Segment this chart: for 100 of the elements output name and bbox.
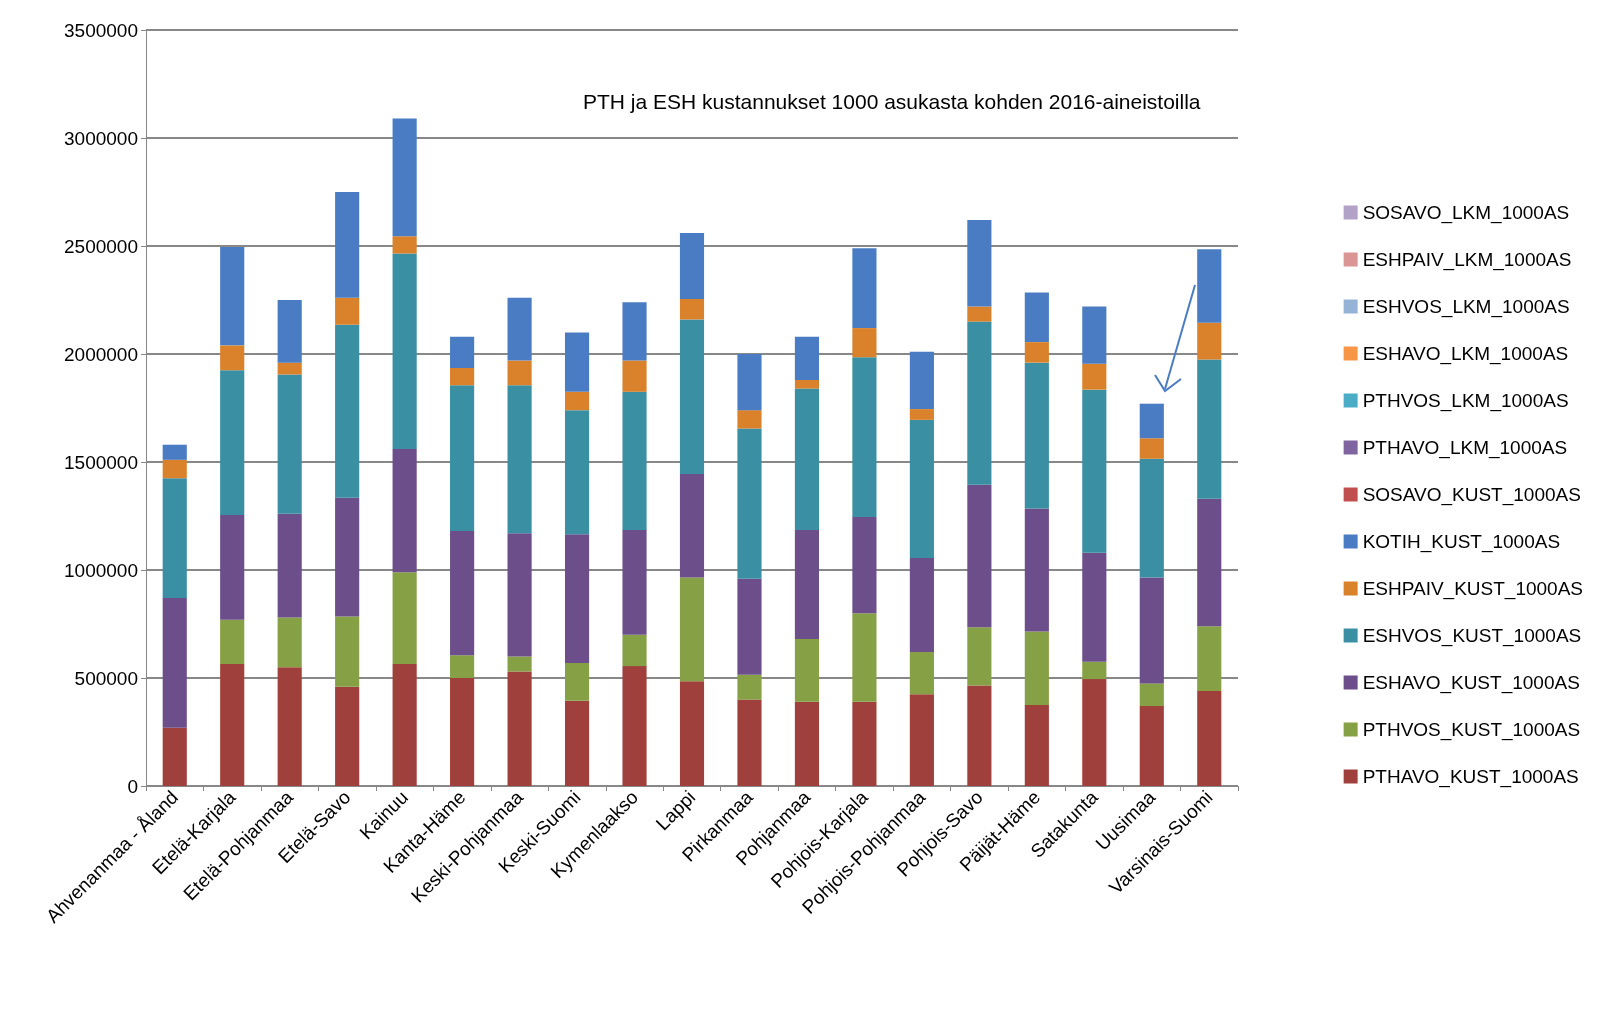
legend-label: ESHAVO_LKM_1000AS (1362, 343, 1569, 365)
bar (392, 236, 417, 254)
bar (852, 517, 877, 614)
bar (1139, 683, 1164, 707)
bar (852, 613, 877, 702)
bar (1024, 705, 1049, 786)
legend-label: SOSAVO_KUST_1000AS (1362, 484, 1581, 506)
bar (679, 681, 705, 786)
bar (392, 663, 417, 786)
bar (1082, 661, 1107, 680)
y-tick-label: 3000000 (64, 127, 138, 149)
bar (1197, 359, 1222, 499)
y-tick-label: 500000 (74, 667, 138, 689)
bar (909, 419, 934, 559)
bar (967, 484, 992, 628)
bar (1082, 363, 1107, 390)
bar (277, 374, 302, 514)
bar (564, 662, 590, 701)
bar (450, 336, 475, 369)
bar (737, 428, 762, 579)
bar (507, 385, 532, 534)
legend-label: PTHAVO_LKM_1000AS (1362, 437, 1568, 459)
bar (967, 220, 992, 307)
bar (1197, 626, 1222, 691)
bar (450, 678, 475, 786)
bar (220, 663, 245, 786)
bar (564, 410, 590, 535)
y-tick-label: 0 (127, 775, 138, 797)
y-tick-label: 1500000 (64, 451, 138, 473)
text: PTH ja ESH kustannukset 1000 asukasta kohden 2016-aineistoilla (583, 90, 1201, 113)
bar (277, 362, 302, 375)
bar (967, 627, 992, 686)
bar (909, 558, 934, 653)
bar (392, 253, 417, 450)
bar (1082, 306, 1107, 364)
bar (1197, 322, 1222, 360)
bar (335, 616, 360, 687)
bar (162, 598, 187, 728)
bar (794, 388, 820, 531)
bar (507, 671, 532, 786)
bar (564, 332, 590, 392)
bar (679, 319, 705, 474)
legend-label: PTHVOS_KUST_1000AS (1362, 719, 1581, 741)
bar (1082, 389, 1107, 553)
bar (852, 248, 877, 329)
bar (622, 302, 647, 361)
bar (622, 530, 647, 635)
bar (450, 385, 475, 532)
bar (220, 370, 245, 515)
legend-label: PTHVOS_LKM_1000AS (1362, 390, 1569, 412)
bar (794, 639, 820, 702)
bar (277, 667, 302, 786)
legend-label: ESHVOS_KUST_1000AS (1362, 625, 1582, 647)
bar (909, 652, 934, 695)
bar (392, 449, 417, 573)
bar (737, 578, 762, 675)
bar (220, 247, 245, 346)
bar (1139, 706, 1164, 786)
bar (679, 473, 705, 578)
bar (737, 354, 762, 411)
bar (564, 700, 590, 786)
bar (1082, 552, 1107, 662)
bar (737, 699, 762, 786)
bar (679, 577, 705, 682)
legend-label: ESHVOS_LKM_1000AS (1362, 296, 1570, 318)
bar (507, 297, 532, 361)
bar (1082, 679, 1107, 786)
bar (162, 727, 187, 786)
bar (967, 306, 992, 322)
bar (1024, 342, 1049, 363)
bar (277, 617, 302, 668)
bar (909, 351, 934, 410)
legend-label: ESHAVO_KUST_1000AS (1362, 672, 1580, 694)
bar (450, 531, 475, 656)
legend-label: ESHPAIV_KUST_1000AS (1362, 578, 1583, 600)
bar (852, 357, 877, 518)
bar (967, 685, 992, 786)
bar (277, 513, 302, 618)
bar (679, 298, 705, 320)
bar (909, 409, 934, 420)
y-tick-label: 2500000 (64, 235, 138, 257)
bar (220, 514, 245, 620)
y-tick-label: 3500000 (64, 19, 138, 41)
bar (335, 497, 360, 617)
bar (564, 534, 590, 663)
bar (450, 655, 475, 678)
bar (852, 701, 877, 786)
bar (335, 324, 360, 498)
bar (1197, 498, 1222, 627)
bar (507, 656, 532, 672)
legend-label: PTHAVO_KUST_1000AS (1362, 766, 1579, 788)
bar (679, 233, 705, 299)
bar (1139, 438, 1164, 459)
bar (622, 634, 647, 667)
bar (220, 345, 245, 371)
bar (335, 192, 360, 298)
bar (162, 478, 187, 599)
bar (450, 368, 475, 386)
bar (794, 336, 820, 380)
bar (737, 410, 762, 429)
